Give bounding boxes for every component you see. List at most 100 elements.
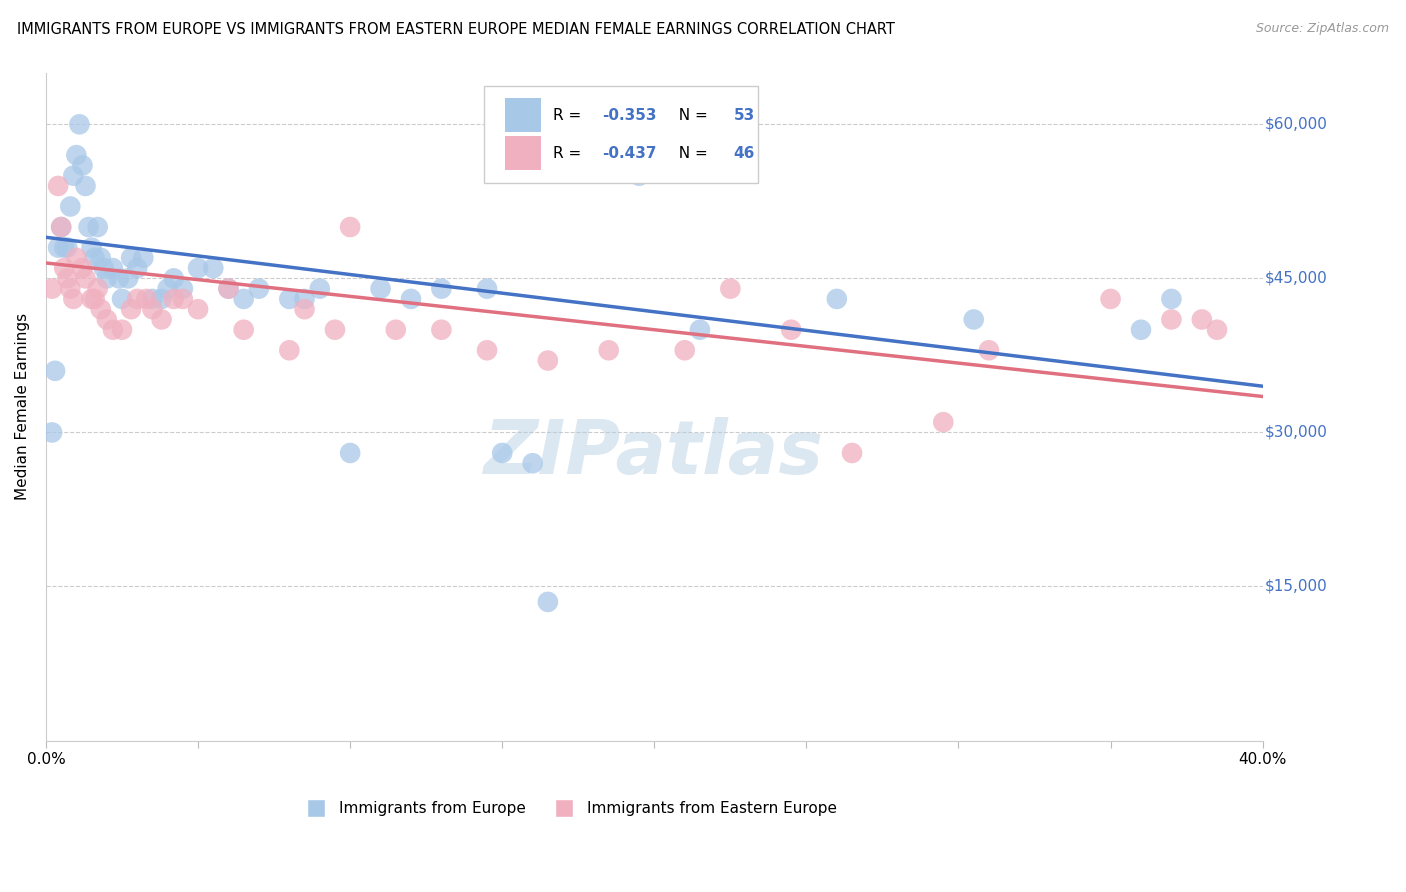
Point	[150, 292, 173, 306]
Point	[67, 117, 90, 131]
Point	[278, 343, 301, 358]
Point	[232, 323, 254, 337]
Point	[1206, 323, 1229, 337]
Point	[963, 312, 986, 326]
Text: $30,000: $30,000	[1265, 425, 1329, 440]
Point	[65, 251, 87, 265]
Point	[56, 271, 79, 285]
Point	[127, 261, 149, 276]
Text: R =: R =	[554, 145, 586, 161]
Point	[77, 220, 100, 235]
Point	[120, 251, 142, 265]
Text: R =: R =	[554, 108, 586, 122]
Point	[689, 323, 711, 337]
Point	[218, 282, 240, 296]
Text: -0.437: -0.437	[602, 145, 657, 161]
Point	[1160, 292, 1182, 306]
Point	[141, 292, 163, 306]
Point	[72, 261, 94, 276]
Point	[56, 241, 79, 255]
Text: $60,000: $60,000	[1265, 117, 1329, 132]
Point	[323, 323, 346, 337]
Text: -0.353: -0.353	[602, 108, 657, 122]
Point	[370, 282, 392, 296]
Point	[491, 446, 513, 460]
Point	[187, 302, 209, 317]
Bar	[505, 136, 541, 169]
Point	[339, 446, 361, 460]
Point	[150, 312, 173, 326]
Text: $15,000: $15,000	[1265, 579, 1327, 594]
Text: $45,000: $45,000	[1265, 271, 1327, 285]
Text: N =: N =	[669, 108, 713, 122]
Point	[44, 364, 66, 378]
Point	[232, 292, 254, 306]
Point	[59, 282, 82, 296]
Point	[187, 261, 209, 276]
Point	[841, 446, 863, 460]
Point	[41, 282, 63, 296]
Point	[51, 220, 73, 235]
Point	[202, 261, 225, 276]
Point	[72, 158, 94, 172]
Point	[135, 292, 157, 306]
Text: ZIPatlas: ZIPatlas	[484, 417, 824, 490]
Point	[117, 271, 139, 285]
Point	[111, 292, 134, 306]
Point	[163, 271, 186, 285]
Text: 46: 46	[734, 145, 755, 161]
Point	[475, 343, 498, 358]
Point	[51, 220, 73, 235]
Point	[780, 323, 803, 337]
Point	[308, 282, 330, 296]
Point	[62, 292, 84, 306]
Point	[218, 282, 240, 296]
Text: IMMIGRANTS FROM EUROPE VS IMMIGRANTS FROM EASTERN EUROPE MEDIAN FEMALE EARNINGS : IMMIGRANTS FROM EUROPE VS IMMIGRANTS FRO…	[17, 22, 894, 37]
Point	[111, 323, 134, 337]
Point	[141, 302, 163, 317]
Legend: Immigrants from Europe, Immigrants from Eastern Europe: Immigrants from Europe, Immigrants from …	[295, 795, 844, 822]
Point	[80, 292, 103, 306]
Point	[108, 271, 131, 285]
Point	[537, 595, 560, 609]
Point	[65, 148, 87, 162]
Point	[90, 251, 112, 265]
Bar	[505, 98, 541, 132]
Point	[598, 343, 620, 358]
Point	[83, 251, 105, 265]
Point	[1191, 312, 1213, 326]
Point	[1160, 312, 1182, 326]
Point	[46, 178, 69, 193]
Point	[172, 282, 194, 296]
Point	[132, 251, 155, 265]
Point	[430, 282, 453, 296]
Point	[101, 261, 124, 276]
Point	[53, 241, 76, 255]
Y-axis label: Median Female Earnings: Median Female Earnings	[15, 313, 30, 500]
Point	[96, 312, 118, 326]
Point	[718, 282, 741, 296]
Text: 53: 53	[734, 108, 755, 122]
Point	[1130, 323, 1153, 337]
Point	[294, 302, 316, 317]
Point	[628, 169, 651, 183]
Point	[430, 323, 453, 337]
Point	[101, 323, 124, 337]
Point	[96, 271, 118, 285]
Point	[163, 292, 186, 306]
Point	[90, 302, 112, 317]
Point	[977, 343, 1000, 358]
Point	[86, 282, 108, 296]
Point	[75, 178, 97, 193]
Text: N =: N =	[669, 145, 713, 161]
Text: Source: ZipAtlas.com: Source: ZipAtlas.com	[1256, 22, 1389, 36]
Point	[59, 199, 82, 213]
Point	[127, 292, 149, 306]
Point	[278, 292, 301, 306]
Point	[80, 241, 103, 255]
Point	[120, 302, 142, 317]
Point	[522, 456, 544, 470]
Point	[53, 261, 76, 276]
FancyBboxPatch shape	[484, 87, 758, 183]
Point	[399, 292, 422, 306]
